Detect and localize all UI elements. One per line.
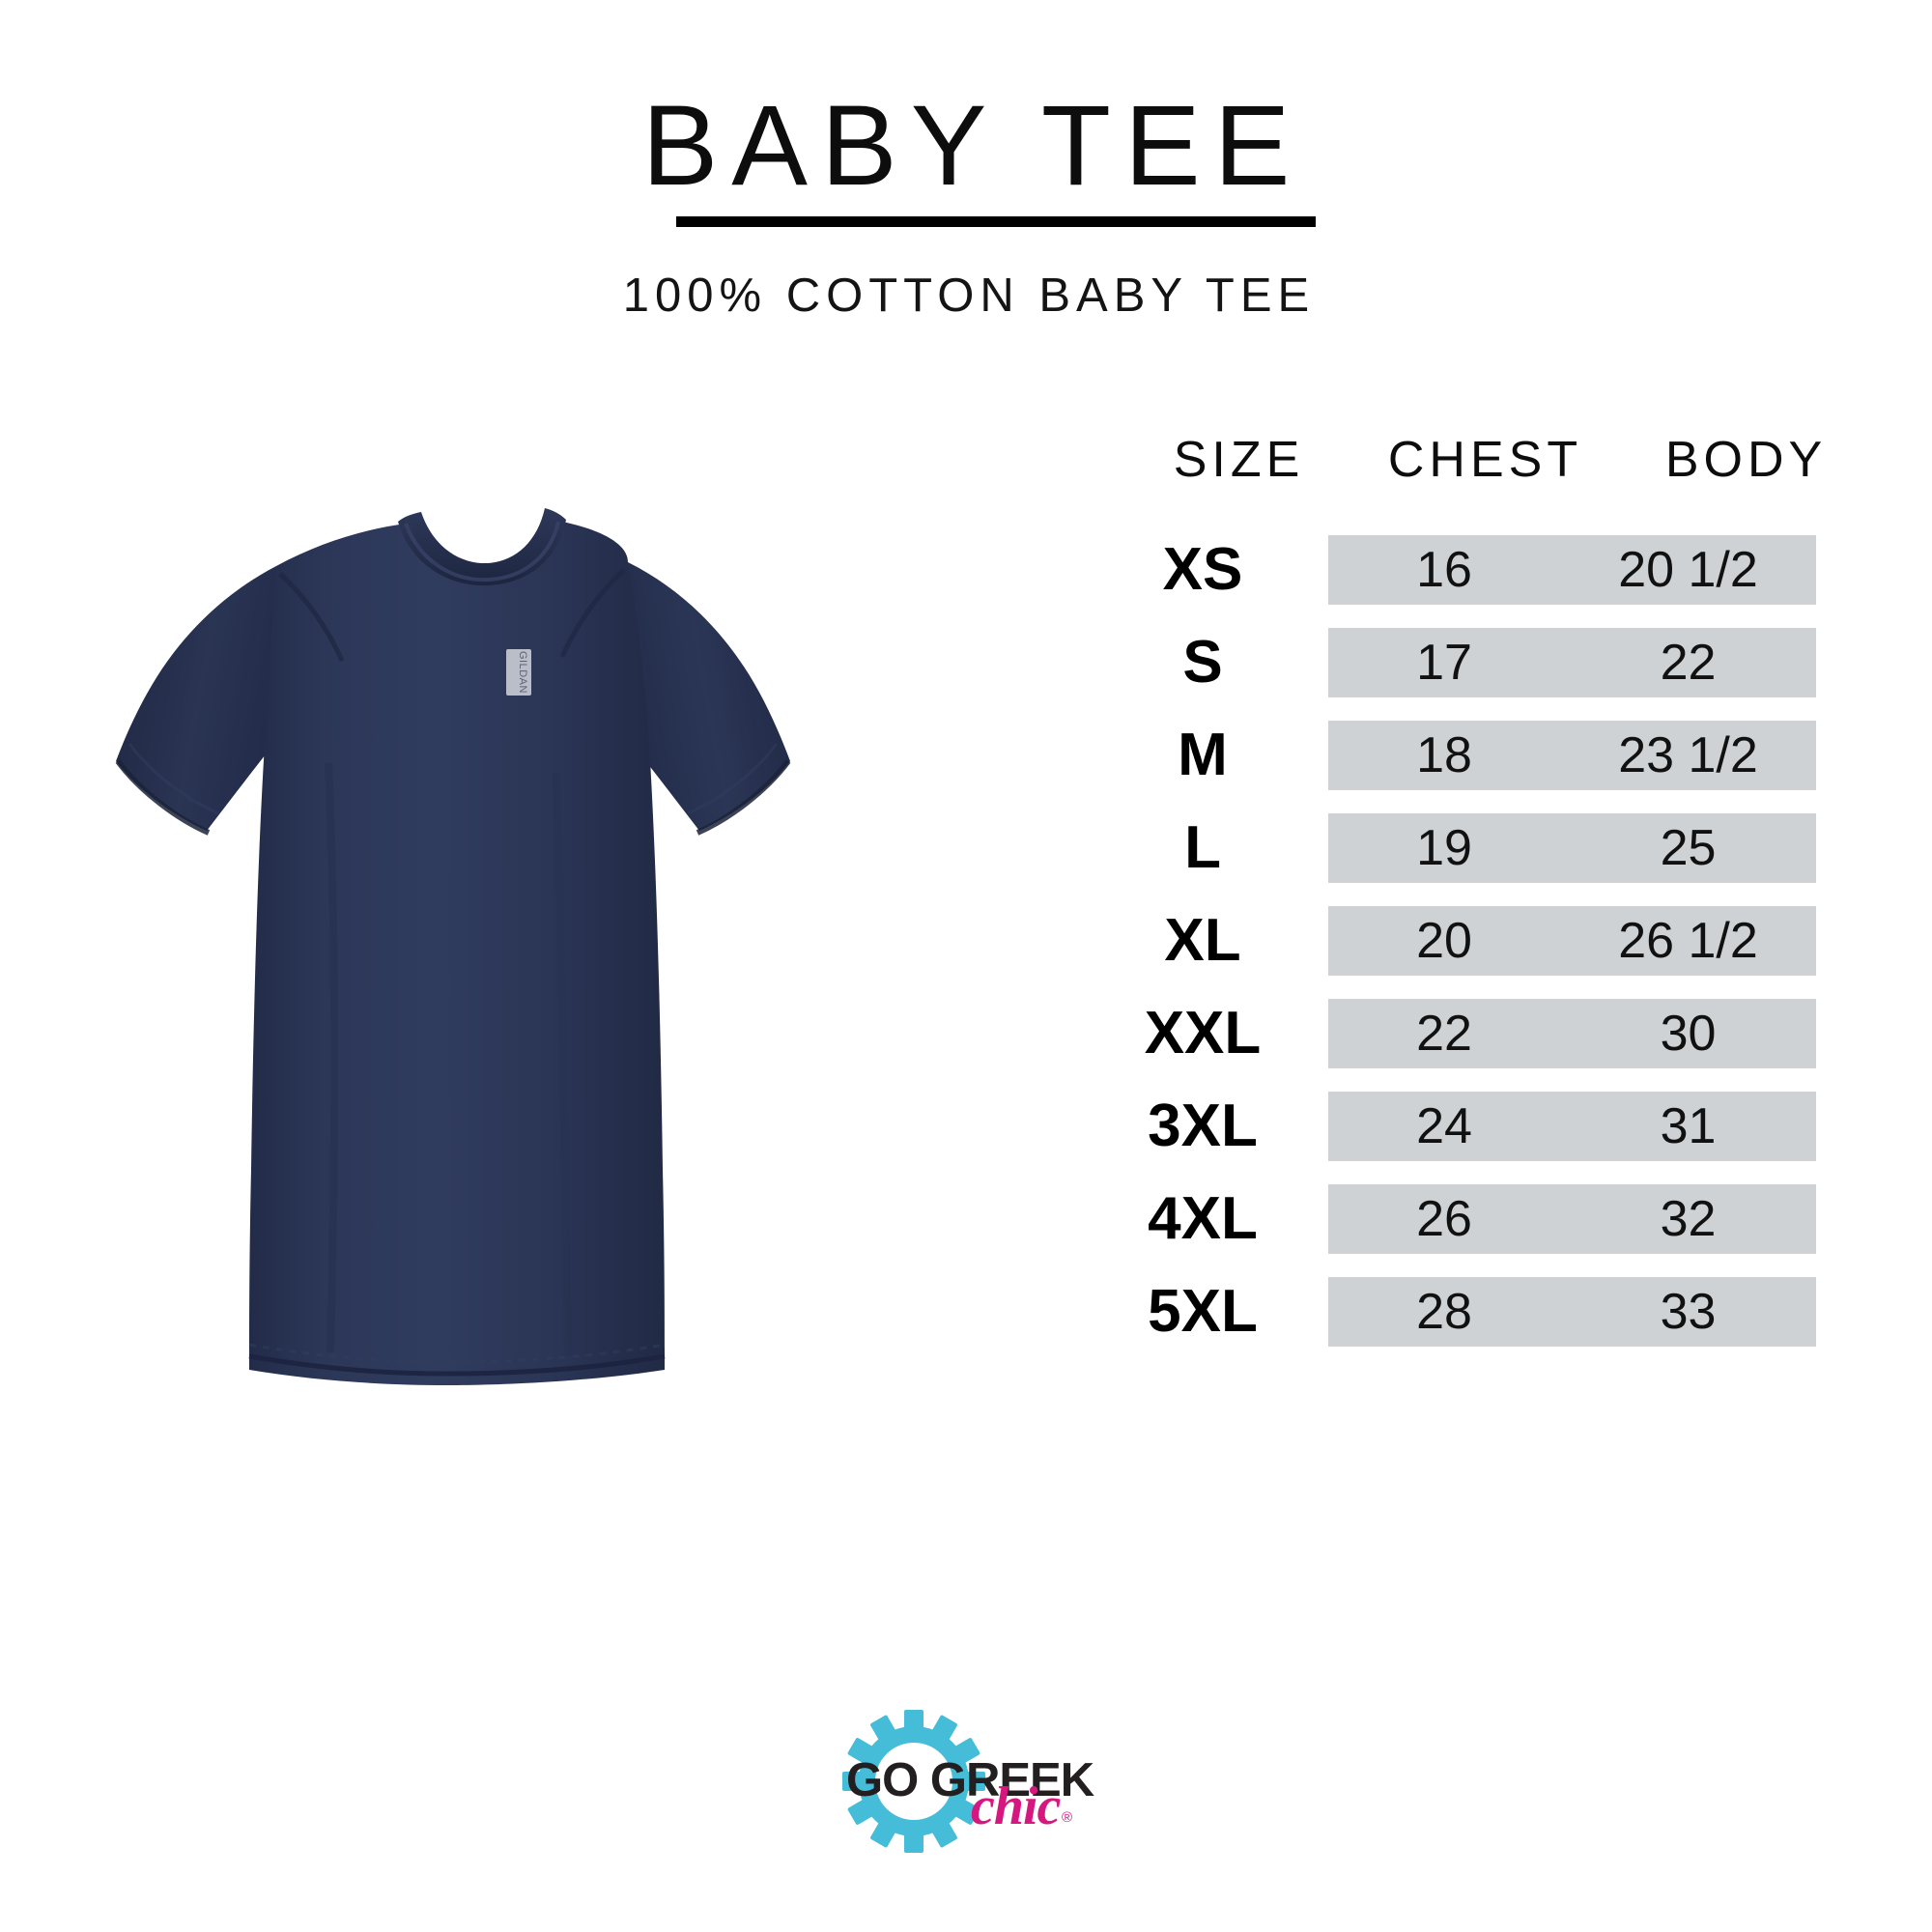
cell-body: 32 [1660,1191,1717,1247]
logo-primary-text: GO GREEK [846,1754,1094,1806]
cell-size: XL [1164,907,1241,974]
cell-chest: 28 [1416,1284,1472,1340]
table-row: 4XL 26 32 [1063,1173,1855,1265]
page-subtitle: 100% COTTON BABY TEE [622,270,1316,322]
table-row: XL 20 26 1/2 [1063,895,1855,987]
row-band [1328,1277,1816,1347]
cell-size: XXL [1144,1000,1262,1066]
cell-body: 20 1/2 [1618,542,1758,598]
cell-chest: 26 [1416,1191,1472,1247]
cell-chest: 17 [1416,635,1472,691]
row-band [1328,999,1816,1068]
cell-chest: 22 [1416,1006,1472,1062]
cell-body: 31 [1660,1098,1717,1154]
cell-body: 25 [1660,820,1717,876]
cell-body: 26 1/2 [1618,913,1758,969]
cell-body: 23 1/2 [1618,727,1758,783]
cell-body: 22 [1660,635,1717,691]
table-row: 3XL 24 31 [1063,1080,1855,1173]
cell-body: 33 [1660,1284,1717,1340]
row-band [1328,628,1816,697]
table-header-row: SIZE CHEST BODY [1063,435,1855,524]
neck-label: GILDAN [506,649,531,696]
cell-size: S [1182,629,1223,696]
gear-icon [842,1710,985,1853]
neck-label-text: GILDAN [517,651,528,694]
column-header-body: BODY [1664,432,1828,488]
cell-size: L [1184,814,1221,881]
product-image-baby-tee [87,454,821,1430]
cell-chest: 19 [1416,820,1472,876]
cell-size: 3XL [1148,1093,1258,1159]
column-header-chest: CHEST [1387,432,1583,488]
table-row: XS 16 20 1/2 [1063,524,1855,616]
cell-chest: 24 [1416,1098,1472,1154]
cell-chest: 20 [1416,913,1472,969]
table-row: 5XL 28 33 [1063,1265,1855,1358]
row-band [1328,721,1816,790]
table-row: XXL 22 30 [1063,987,1855,1080]
column-header-size: SIZE [1173,432,1305,488]
title-underline-rule [676,216,1316,227]
row-band [1328,906,1816,976]
table-row: M 18 23 1/2 [1063,709,1855,802]
table-row: S 17 22 [1063,616,1855,709]
logo-script-text: chic [971,1776,1062,1836]
size-chart-table: SIZE CHEST BODY XS 16 20 1/2 S 17 22 M 1… [1063,435,1855,1358]
cell-chest: 18 [1416,727,1472,783]
cell-chest: 16 [1416,542,1472,598]
logo-trademark-symbol: ® [1062,1809,1072,1826]
cell-size: M [1178,722,1228,788]
row-band [1328,1092,1816,1161]
table-body: XS 16 20 1/2 S 17 22 M 18 23 1/2 L 19 25… [1063,524,1855,1358]
header: BABY TEE 100% COTTON BABY TEE [0,0,1932,348]
cell-body: 30 [1660,1006,1717,1062]
row-band [1328,813,1816,883]
row-band [1328,1184,1816,1254]
cell-size: 4XL [1148,1185,1258,1252]
table-row: L 19 25 [1063,802,1855,895]
brand-logo-go-greek-chic: GO GREEK chic ® [821,1700,1140,1864]
page-title: BABY TEE [641,82,1304,210]
cell-size: 5XL [1148,1278,1258,1345]
cell-size: XS [1162,536,1243,603]
row-band [1328,535,1816,605]
